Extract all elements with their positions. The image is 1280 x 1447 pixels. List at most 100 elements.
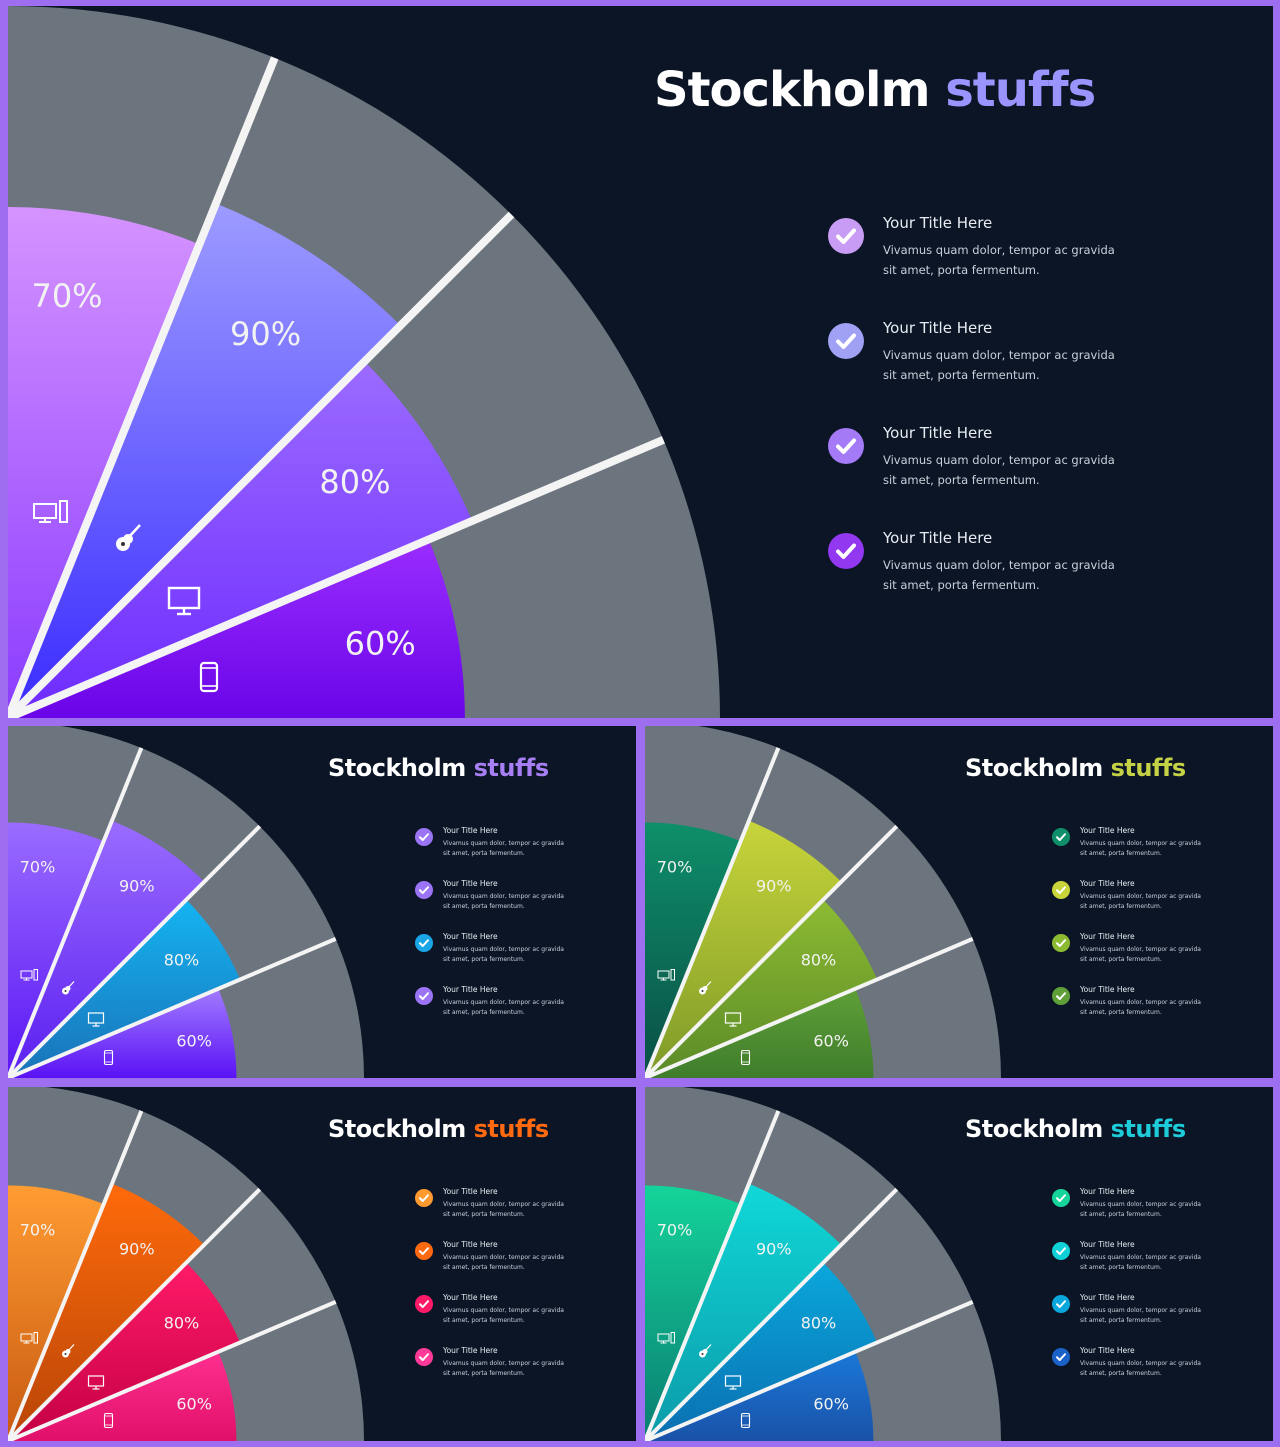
check-circle-icon [1052, 1295, 1070, 1313]
fan-chart: 70% 90% 80% 60% [8, 1087, 364, 1441]
segment-value-label: 60% [176, 1031, 212, 1050]
item-description-line-2: sit amet, porta fermentum. [883, 473, 1040, 487]
desktop-computer-icon [20, 1332, 38, 1344]
segment-divider [645, 1300, 974, 1441]
item-description-line-2: sit amet, porta fermentum. [1080, 1264, 1162, 1271]
slide-title: Stockholm stuffs [965, 1115, 1186, 1143]
guitar-icon [62, 1344, 75, 1358]
item-description-line-2: sit amet, porta fermentum. [883, 263, 1040, 277]
desktop-computer-icon [20, 969, 38, 981]
check-circle-icon [415, 1189, 433, 1207]
item-description-line-2: sit amet, porta fermentum. [443, 1317, 525, 1324]
item-title: Your Title Here [1080, 1240, 1135, 1249]
segment-value-label: 70% [657, 1220, 693, 1239]
desktop-computer-icon [33, 500, 68, 523]
slide-title: Stockholm stuffs [328, 754, 549, 782]
item-description-line-2: sit amet, porta fermentum. [1080, 1370, 1162, 1377]
check-circle-icon [828, 428, 864, 464]
item-description-line-1: Vivamus quam dolor, tempor ac gravida [883, 558, 1115, 572]
item-title: Your Title Here [1080, 826, 1135, 835]
fan-segment-90pct [8, 203, 401, 718]
segment-value-label: 70% [20, 1220, 56, 1239]
item-title: Your Title Here [443, 932, 498, 941]
check-circle-icon [828, 533, 864, 569]
item-description-line-2: sit amet, porta fermentum. [883, 368, 1040, 382]
segment-divider [8, 1187, 262, 1441]
monitor-icon [167, 586, 201, 616]
segment-value-label: 90% [756, 1240, 792, 1259]
check-circle-icon [415, 1295, 433, 1313]
desktop-computer-icon [657, 969, 675, 981]
item-description-line-2: sit amet, porta fermentum. [443, 1264, 525, 1271]
item-description-line-2: sit amet, porta fermentum. [1080, 1317, 1162, 1324]
item-description: Vivamus quam dolor, tempor ac gravida sit… [443, 1253, 564, 1273]
item-title: Your Title Here [443, 1240, 498, 1249]
check-circle-icon [415, 987, 433, 1005]
slide-variant-green: 70% 90% 80% 60% Stockholm stuffs Your Title… [645, 726, 1273, 1078]
item-description-line-1: Vivamus quam dolor, tempor ac gravida [443, 840, 564, 847]
item-description-line-1: Vivamus quam dolor, tempor ac gravida [443, 1307, 564, 1314]
segment-value-label: 70% [31, 277, 102, 315]
guitar-icon [699, 981, 712, 995]
item-description-line-1: Vivamus quam dolor, tempor ac gravida [443, 1201, 564, 1208]
segment-value-label: 80% [164, 950, 200, 969]
item-description-line-1: Vivamus quam dolor, tempor ac gravida [1080, 1360, 1201, 1367]
fan-chart: 70% 90% 80% 60% [8, 6, 720, 718]
segment-value-label: 60% [345, 625, 416, 663]
monitor-icon [87, 1375, 105, 1390]
check-circle-icon [1052, 1189, 1070, 1207]
item-description: Vivamus quam dolor, tempor ac gravida sit… [1080, 1359, 1201, 1379]
segment-divider [8, 436, 665, 718]
segment-divider [8, 747, 144, 1078]
fan-chart: 70% 90% 80% 60% [645, 726, 1001, 1078]
item-description-line-1: Vivamus quam dolor, tempor ac gravida [1080, 946, 1201, 953]
slide-title: Stockholm stuffs [654, 62, 1096, 118]
item-description-line-2: sit amet, porta fermentum. [443, 1009, 525, 1016]
item-description: Vivamus quam dolor, tempor ac gravida sit… [443, 945, 564, 965]
item-description: Vivamus quam dolor, tempor ac gravida sit… [883, 345, 1115, 385]
slide-variant-teal-blue: 70% 90% 80% 60% Stockholm stuffs Your Title… [645, 1087, 1273, 1441]
title-word-1: Stockholm [328, 754, 466, 782]
item-title: Your Title Here [443, 1187, 498, 1196]
item-description-line-1: Vivamus quam dolor, tempor ac gravida [883, 453, 1115, 467]
item-description-line-1: Vivamus quam dolor, tempor ac gravida [1080, 1201, 1201, 1208]
fan-chart: 70% 90% 80% 60% [645, 1087, 1001, 1441]
fan-chart: 70% 90% 80% 60% [8, 726, 364, 1078]
title-word-2: stuffs [473, 1115, 550, 1143]
item-description: Vivamus quam dolor, tempor ac gravida sit… [1080, 998, 1201, 1018]
check-circle-icon [415, 1348, 433, 1366]
item-description-line-2: sit amet, porta fermentum. [883, 578, 1040, 592]
item-title: Your Title Here [443, 1346, 498, 1355]
fan-segment-80pct [645, 1262, 878, 1441]
slide-title: Stockholm stuffs [965, 754, 1186, 782]
slide-variant-orange-pink: 70% 90% 80% 60% Stockholm stuffs Your Title… [8, 1087, 636, 1441]
slide-main: 70% 90% 80% 60% Stockholm stuffs Your Title… [8, 6, 1273, 718]
slide-title: Stockholm stuffs [328, 1115, 549, 1143]
check-circle-icon [1052, 828, 1070, 846]
check-circle-icon [1052, 881, 1070, 899]
item-description-line-1: Vivamus quam dolor, tempor ac gravida [443, 1254, 564, 1261]
item-description: Vivamus quam dolor, tempor ac gravida sit… [883, 450, 1115, 490]
segment-value-label: 90% [756, 877, 792, 896]
segment-divider [645, 824, 899, 1078]
check-circle-icon [828, 218, 864, 254]
item-title: Your Title Here [443, 1293, 498, 1302]
segment-divider [8, 1300, 337, 1441]
guitar-icon [699, 1344, 712, 1358]
item-description: Vivamus quam dolor, tempor ac gravida sit… [443, 1359, 564, 1379]
fan-segment-80pct [645, 899, 878, 1078]
item-description-line-1: Vivamus quam dolor, tempor ac gravida [1080, 840, 1201, 847]
check-circle-icon [1052, 987, 1070, 1005]
segment-value-label: 80% [801, 1313, 837, 1332]
item-description: Vivamus quam dolor, tempor ac gravida sit… [1080, 1253, 1201, 1273]
item-description: Vivamus quam dolor, tempor ac gravida sit… [883, 555, 1115, 595]
item-title: Your Title Here [443, 826, 498, 835]
item-description: Vivamus quam dolor, tempor ac gravida sit… [1080, 892, 1201, 912]
item-title: Your Title Here [883, 214, 993, 232]
check-circle-icon [828, 323, 864, 359]
check-circle-icon [1052, 1348, 1070, 1366]
segment-divider [645, 747, 781, 1078]
title-word-2: stuffs [473, 754, 550, 782]
item-description: Vivamus quam dolor, tempor ac gravida sit… [443, 1306, 564, 1326]
item-description-line-2: sit amet, porta fermentum. [1080, 1211, 1162, 1218]
